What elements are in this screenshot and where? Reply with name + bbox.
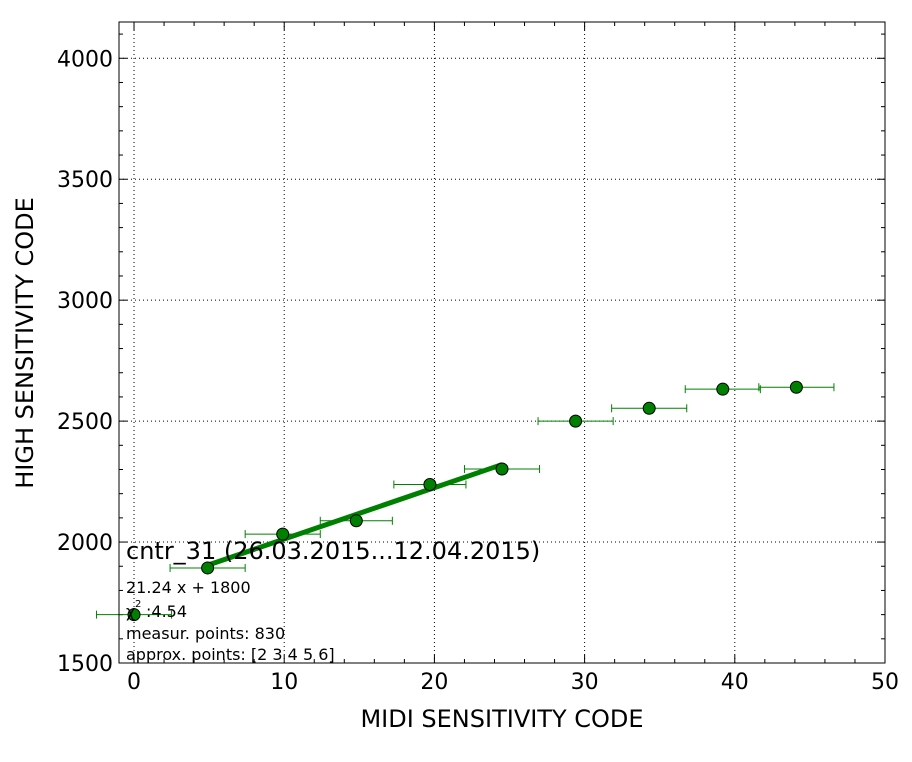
tick-labels: 0 10 20 30 40 50 1500 2000 2500 3000 3500 4000 [57,47,899,695]
data-point [569,414,583,428]
grid [119,22,885,663]
data-point [423,477,437,491]
x-tick-label: 10 [270,670,298,695]
fit-equation: 21.24 x + 1800 [126,578,251,597]
data-point [495,462,509,476]
plot-frame [118,21,886,664]
x-tick-label: 0 [127,670,141,695]
chi2-superscript: 2 [135,599,141,610]
data-point [127,608,141,622]
x-tick-label: 50 [871,670,899,695]
y-tick-label: 1500 [57,652,113,677]
chi2-value: :4.54 [146,602,187,621]
data-point [349,514,363,528]
data-point [789,380,803,394]
x-tick-label: 20 [420,670,448,695]
y-axis-label: HIGH SENSITIVITY CODE [11,197,39,489]
sensor-label: cntr_31 (26.03.2015...12.04.2015) [126,537,540,565]
chi2-symbol: χ [126,602,135,621]
y-tick-label: 4000 [57,47,113,72]
x-tick-label: 40 [721,670,749,695]
approx-points: approx. points: [2 3 4 5 6] [126,645,335,664]
data-point [201,561,215,575]
y-tick-label: 2500 [57,410,113,435]
plot-background [119,22,885,663]
data-point [276,527,290,541]
x-tick-label: 30 [571,670,599,695]
y-tick-label: 3000 [57,289,113,314]
y-tick-label: 3500 [57,168,113,193]
y-tick-label: 2000 [57,531,113,556]
data-point [642,401,656,415]
markers [127,380,803,622]
measur-points: measur. points: 830 [126,624,285,643]
x-axis-label: MIDI SENSITIVITY CODE [360,705,643,733]
data-point [716,382,730,396]
